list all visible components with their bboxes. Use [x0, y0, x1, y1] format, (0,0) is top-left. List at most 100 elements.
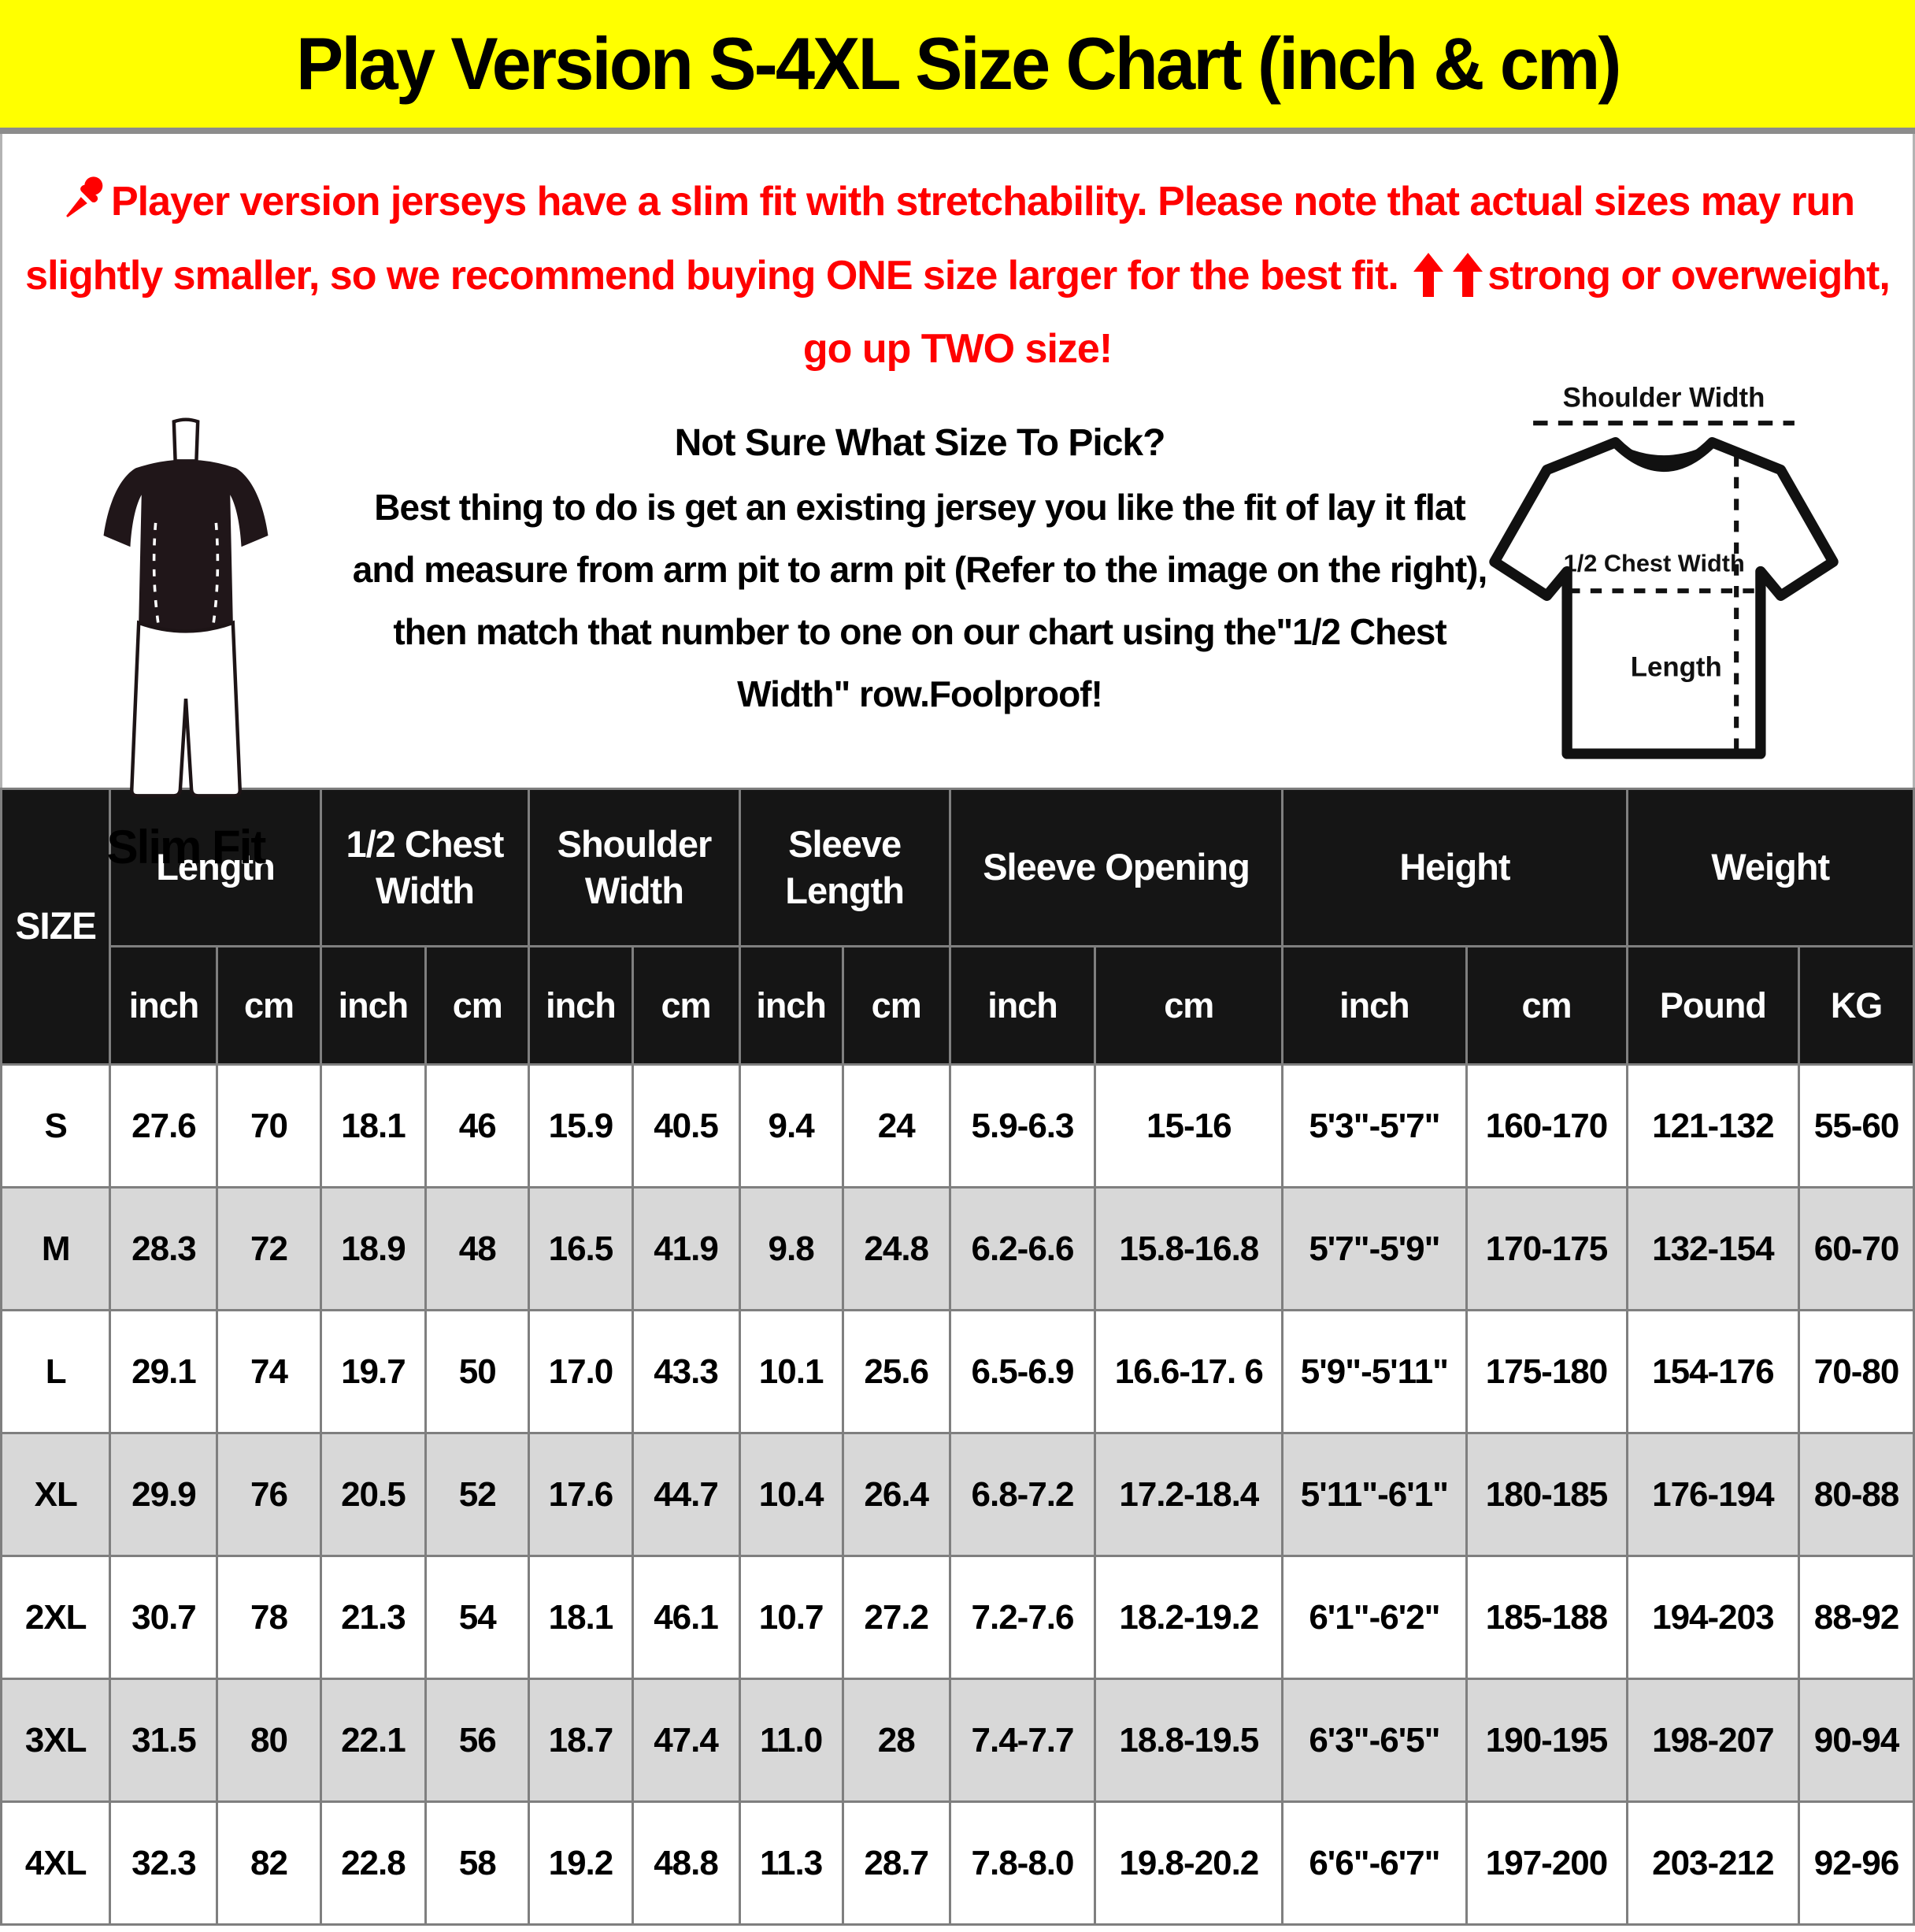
- value-cell: 175-180: [1465, 1309, 1628, 1434]
- unit-header: cm: [1465, 945, 1628, 1066]
- size-cell: 3XL: [0, 1678, 112, 1803]
- value-cell: 24: [841, 1063, 951, 1188]
- value-cell: 194-203: [1625, 1555, 1801, 1680]
- value-cell: 20.5: [319, 1432, 428, 1557]
- unit-header: cm: [841, 945, 951, 1066]
- pushpin-icon: [66, 176, 103, 217]
- value-cell: 56: [424, 1678, 531, 1803]
- value-cell: 154-176: [1625, 1309, 1801, 1434]
- value-cell: 18.1: [319, 1063, 428, 1188]
- value-cell: 50: [424, 1309, 531, 1434]
- slim-fit-figure: [103, 417, 269, 798]
- value-cell: 160-170: [1465, 1063, 1628, 1188]
- value-cell: 88-92: [1798, 1555, 1915, 1680]
- size-table-head: SIZE Length 1/2 Chest Width Shoulder Width S…: [0, 788, 1915, 1066]
- value-cell: 82: [216, 1800, 322, 1926]
- value-cell: 74: [216, 1309, 322, 1434]
- value-cell: 197-200: [1465, 1800, 1628, 1926]
- table-row: XL 29.9 76 20.5 52 17.6 44.7 10.4 26.4 6.8-7.2 17.…: [0, 1432, 1915, 1557]
- group-header: Sleeve Opening: [948, 788, 1284, 947]
- size-guide-heading: Not Sure What Size To Pick?: [674, 422, 1166, 464]
- size-table-body: S 27.6 70 18.1 46 15.9 40.5 9.4 24 5.9-6.3 15-16 5'…: [0, 1063, 1915, 1926]
- value-cell: 16.5: [528, 1186, 634, 1311]
- unit-header: Pound: [1625, 945, 1801, 1066]
- value-cell: 5'11"-6'1": [1281, 1432, 1468, 1557]
- value-cell: 80-88: [1798, 1432, 1915, 1557]
- size-guide-text: Best thing to do is get an existing jers…: [352, 486, 1488, 714]
- up-arrow-icon: [1413, 252, 1444, 297]
- value-cell: 72: [216, 1186, 322, 1311]
- value-cell: 7.2-7.6: [948, 1555, 1097, 1680]
- value-cell: 7.4-7.7: [948, 1678, 1097, 1803]
- unit-header: inch: [109, 945, 219, 1066]
- unit-header: inch: [319, 945, 428, 1066]
- value-cell: 26.4: [841, 1432, 951, 1557]
- value-cell: 54: [424, 1555, 531, 1680]
- value-cell: 52: [424, 1432, 531, 1557]
- value-cell: 18.7: [528, 1678, 634, 1803]
- value-cell: 10.1: [738, 1309, 844, 1434]
- size-column-header: SIZE: [0, 788, 112, 1066]
- value-cell: 19.7: [319, 1309, 428, 1434]
- value-cell: 190-195: [1465, 1678, 1628, 1803]
- fit-notice-text-1: Player version jerseys have a slim fit w…: [25, 179, 1855, 299]
- value-cell: 6'3"-6'5": [1281, 1678, 1468, 1803]
- value-cell: 31.5: [109, 1678, 219, 1803]
- size-table: SIZE Length 1/2 Chest Width Shoulder Width S…: [0, 788, 1915, 1926]
- unit-header: cm: [216, 945, 322, 1066]
- value-cell: 17.6: [528, 1432, 634, 1557]
- value-cell: 29.1: [109, 1309, 219, 1434]
- value-cell: 80: [216, 1678, 322, 1803]
- value-cell: 70: [216, 1063, 322, 1188]
- value-cell: 17.2-18.4: [1094, 1432, 1284, 1557]
- value-cell: 28.7: [841, 1800, 951, 1926]
- value-cell: 60-70: [1798, 1186, 1915, 1311]
- value-cell: 10.7: [738, 1555, 844, 1680]
- value-cell: 15.9: [528, 1063, 634, 1188]
- value-cell: 5'9"-5'11": [1281, 1309, 1468, 1434]
- value-cell: 55-60: [1798, 1063, 1915, 1188]
- value-cell: 9.8: [738, 1186, 844, 1311]
- value-cell: 41.9: [631, 1186, 741, 1311]
- value-cell: 46: [424, 1063, 531, 1188]
- unit-header: inch: [738, 945, 844, 1066]
- value-cell: 6'1"-6'2": [1281, 1555, 1468, 1680]
- value-cell: 198-207: [1625, 1678, 1801, 1803]
- value-cell: 43.3: [631, 1309, 741, 1434]
- value-cell: 15-16: [1094, 1063, 1284, 1188]
- value-cell: 180-185: [1465, 1432, 1628, 1557]
- value-cell: 76: [216, 1432, 322, 1557]
- unit-header: cm: [424, 945, 531, 1066]
- value-cell: 10.4: [738, 1432, 844, 1557]
- value-cell: 28.3: [109, 1186, 219, 1311]
- slim-fit-figure-block: Slim Fit: [72, 417, 300, 874]
- group-header: Length: [109, 788, 322, 947]
- table-row: 3XL 31.5 80 22.1 56 18.7 47.4 11.0 28 7.4-7.7 18.8…: [0, 1678, 1915, 1803]
- value-cell: 185-188: [1465, 1555, 1628, 1680]
- table-row: L 29.1 74 19.7 50 17.0 43.3 10.1 25.6 6.5-6.9 16.6…: [0, 1309, 1915, 1434]
- info-section: Player version jerseys have a slim fit w…: [0, 134, 1915, 873]
- value-cell: 58: [424, 1800, 531, 1926]
- table-row: 4XL 32.3 82 22.8 58 19.2 48.8 11.3 28.7 7.8-8.0 19…: [0, 1800, 1915, 1926]
- size-cell: S: [0, 1063, 112, 1188]
- value-cell: 15.8-16.8: [1094, 1186, 1284, 1311]
- value-cell: 6.5-6.9: [948, 1309, 1097, 1434]
- value-cell: 27.6: [109, 1063, 219, 1188]
- table-row: 2XL 30.7 78 21.3 54 18.1 46.1 10.7 27.2 7.2-7.6 18…: [0, 1555, 1915, 1680]
- value-cell: 132-154: [1625, 1186, 1801, 1311]
- value-cell: 6'6"-6'7": [1281, 1800, 1468, 1926]
- value-cell: 18.2-19.2: [1094, 1555, 1284, 1680]
- size-cell: 4XL: [0, 1800, 112, 1926]
- value-cell: 70-80: [1798, 1309, 1915, 1434]
- value-cell: 32.3: [109, 1800, 219, 1926]
- value-cell: 11.3: [738, 1800, 844, 1926]
- value-cell: 48: [424, 1186, 531, 1311]
- value-cell: 25.6: [841, 1309, 951, 1434]
- unit-header: KG: [1798, 945, 1915, 1066]
- value-cell: 7.8-8.0: [948, 1800, 1097, 1926]
- group-header: Shoulder Width: [528, 788, 741, 947]
- value-cell: 22.8: [319, 1800, 428, 1926]
- fit-notice: Player version jerseys have a slim fit w…: [21, 165, 1894, 387]
- value-cell: 5.9-6.3: [948, 1063, 1097, 1188]
- unit-header: inch: [1281, 945, 1468, 1066]
